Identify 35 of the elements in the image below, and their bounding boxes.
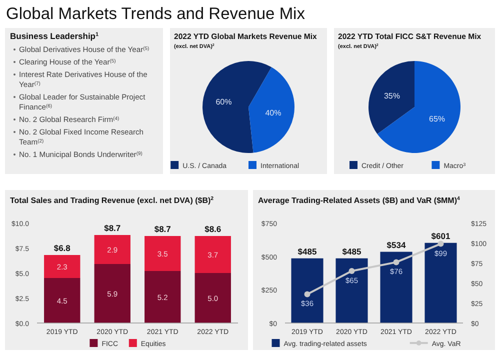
total-label: $8.6: [204, 224, 222, 234]
bar: [144, 236, 181, 271]
bar: [44, 278, 80, 323]
point: [304, 291, 310, 298]
data-label: 35%: [384, 92, 400, 101]
bar: [94, 235, 130, 264]
bar: [44, 255, 80, 278]
pie-slice: [377, 61, 460, 153]
bar: [144, 271, 181, 323]
pie-slice: [368, 61, 414, 134]
bar: [291, 258, 324, 323]
pie-slice: [248, 67, 294, 153]
data-label: 40%: [265, 108, 282, 118]
bar: [380, 252, 412, 323]
text: Business Leadership$^{1}$: [10, 31, 99, 41]
text: Global Markets Trends and Revenue Mix: [6, 5, 306, 23]
bar: [94, 264, 130, 323]
total-label: $8.7: [154, 224, 172, 234]
point: [393, 259, 400, 266]
data-label: 65%: [429, 114, 446, 124]
data-label: $485: [342, 246, 362, 256]
total-label: $6.8: [54, 243, 71, 253]
bar: [336, 258, 368, 323]
data-label: $485: [298, 246, 317, 256]
bar: [194, 273, 231, 323]
chart-title: Total Sales and Trading Revenue (excl. net DVA) ($B)$^{2}$: [10, 196, 214, 205]
data-label: $601: [431, 230, 450, 241]
chart-title: Average Trading-Related Assets ($B) and VaR ($MM)$^{4}$: [258, 196, 460, 205]
data-label: $534: [386, 240, 406, 250]
bar: [424, 242, 457, 323]
point: [438, 240, 444, 247]
total-label: $8.7: [104, 223, 121, 233]
bar: [194, 236, 231, 273]
point: [348, 268, 355, 274]
data-label: 60%: [216, 98, 232, 107]
